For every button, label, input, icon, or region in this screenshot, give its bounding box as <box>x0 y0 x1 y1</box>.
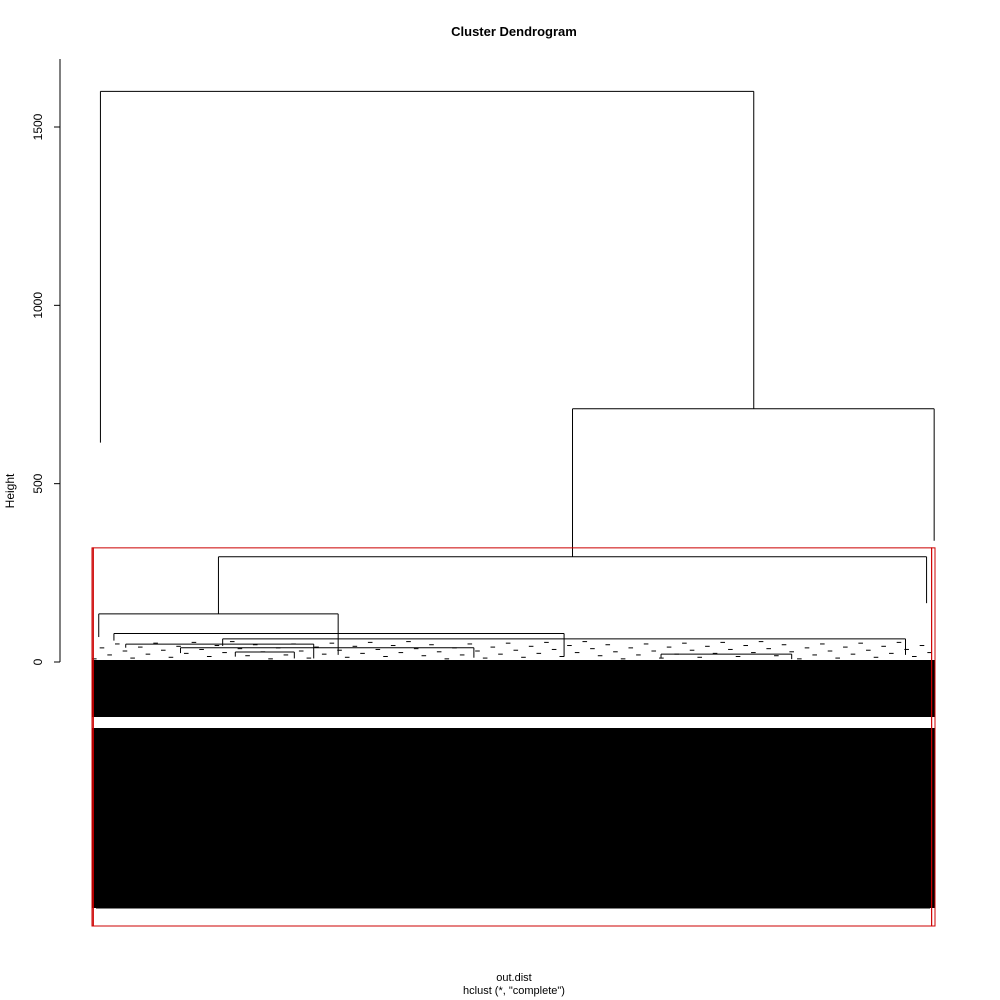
x-axis-label: out.dist <box>496 972 531 984</box>
leaf-labels-block <box>92 660 935 909</box>
leaf-block-upper <box>92 660 935 717</box>
dendrogram-tree <box>92 90 935 660</box>
cluster-cut-rectangles <box>91 547 936 927</box>
y-tick-label-500: 500 <box>31 473 45 493</box>
y-axis: 0 500 1000 1500 <box>31 59 61 665</box>
leaf-block-lower <box>92 728 935 908</box>
y-axis-label: Height <box>3 473 17 508</box>
y-tick-label-0: 0 <box>31 658 45 665</box>
y-tick-label-1000: 1000 <box>31 292 45 319</box>
chart-title: Cluster Dendrogram <box>451 24 577 39</box>
y-tick-label-1500: 1500 <box>31 113 45 140</box>
cut-rect-cluster-3 <box>931 547 936 927</box>
leaf-white-band <box>92 717 935 728</box>
method-sublabel: hclust (*, "complete") <box>463 985 565 997</box>
